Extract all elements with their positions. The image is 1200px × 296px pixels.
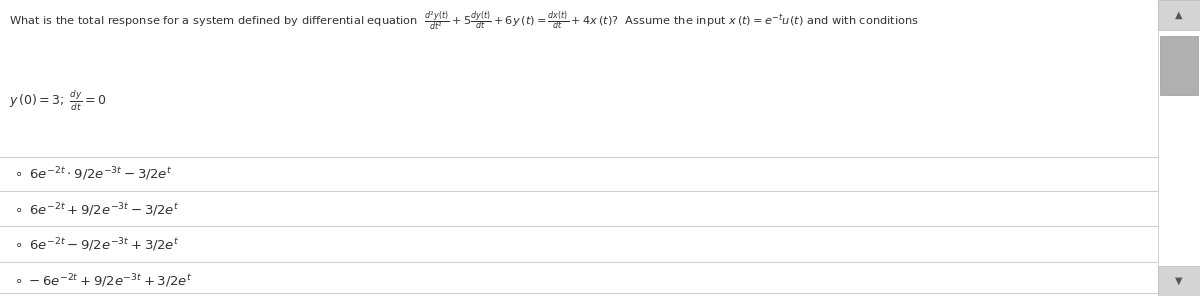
- Text: $y\,(0) = 3;\;\frac{dy}{dt} = 0$: $y\,(0) = 3;\;\frac{dy}{dt} = 0$: [10, 89, 107, 113]
- Text: $\circ\;\;6e^{-2t}\cdot 9/2e^{-3t} - 3/2e^{t}$: $\circ\;\;6e^{-2t}\cdot 9/2e^{-3t} - 3/2…: [14, 166, 173, 183]
- Text: $\circ\;-6e^{-2t} + 9/2e^{-3t} + 3/2e^{t}$: $\circ\;-6e^{-2t} + 9/2e^{-3t} + 3/2e^{t…: [14, 272, 192, 290]
- Text: $\circ\;\;6e^{-2t} - 9/2e^{-3t} + 3/2e^{t}$: $\circ\;\;6e^{-2t} - 9/2e^{-3t} + 3/2e^{…: [14, 237, 179, 254]
- Text: $\circ\;\;6e^{-2t} + 9/2e^{-3t} - 3/2e^{t}$: $\circ\;\;6e^{-2t} + 9/2e^{-3t} - 3/2e^{…: [14, 201, 179, 219]
- Bar: [1160, 36, 1198, 95]
- Text: ▲: ▲: [1175, 10, 1183, 20]
- Text: ▼: ▼: [1175, 276, 1183, 286]
- Text: What is the total response for a system defined by differential equation  $\frac: What is the total response for a system …: [10, 9, 919, 32]
- Bar: [1158, 266, 1200, 296]
- Bar: [1158, 0, 1200, 30]
